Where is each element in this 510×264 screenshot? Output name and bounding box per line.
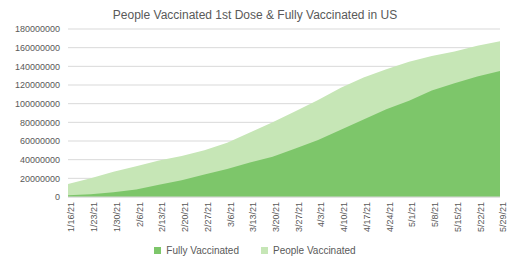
svg-text:5/1/21: 5/1/21 (407, 202, 417, 227)
svg-text:3/13/21: 3/13/21 (248, 202, 258, 232)
svg-text:40000000: 40000000 (20, 155, 60, 165)
svg-text:2/13/21: 2/13/21 (157, 202, 167, 232)
svg-text:2/6/21: 2/6/21 (135, 202, 145, 227)
svg-text:4/10/21: 4/10/21 (339, 202, 349, 232)
svg-text:1/30/21: 1/30/21 (112, 202, 122, 232)
html-text:People Vaccinated 1st Dose & F: People Vaccinated 1st Dose & Fully Vacci… (112, 8, 398, 22)
html-text:People Vaccinated: People Vaccinated (273, 245, 356, 256)
svg-text:0: 0 (55, 192, 60, 202)
svg-text:5/22/21: 5/22/21 (476, 202, 486, 232)
svg-text:3/20/21: 3/20/21 (271, 202, 281, 232)
svg-text:5/29/21: 5/29/21 (498, 202, 502, 232)
svg-text:1/23/21: 1/23/21 (89, 202, 99, 232)
svg-text:60000000: 60000000 (20, 136, 60, 146)
svg-text:180000000: 180000000 (15, 24, 60, 34)
html-text:Fully Vaccinated: Fully Vaccinated (166, 245, 239, 256)
svg-text:160000000: 160000000 (15, 43, 60, 53)
svg-text:100000000: 100000000 (15, 99, 60, 109)
svg-text:4/3/21: 4/3/21 (316, 202, 326, 227)
svg-text:80000000: 80000000 (20, 118, 60, 128)
svg-text:3/27/21: 3/27/21 (294, 202, 304, 232)
svg-text:20000000: 20000000 (20, 174, 60, 184)
svg-text:2/27/21: 2/27/21 (203, 202, 213, 232)
svg-text:2/20/21: 2/20/21 (180, 202, 190, 232)
svg-text:1/16/21: 1/16/21 (66, 202, 76, 232)
svg-text:140000000: 140000000 (15, 62, 60, 72)
svg-text:5/8/21: 5/8/21 (430, 202, 440, 227)
svg-text:120000000: 120000000 (15, 80, 60, 90)
svg-text:4/24/21: 4/24/21 (385, 202, 395, 232)
svg-text:4/17/21: 4/17/21 (362, 202, 372, 232)
svg-text:5/15/21: 5/15/21 (453, 202, 463, 232)
svg-text:3/6/21: 3/6/21 (226, 202, 236, 227)
